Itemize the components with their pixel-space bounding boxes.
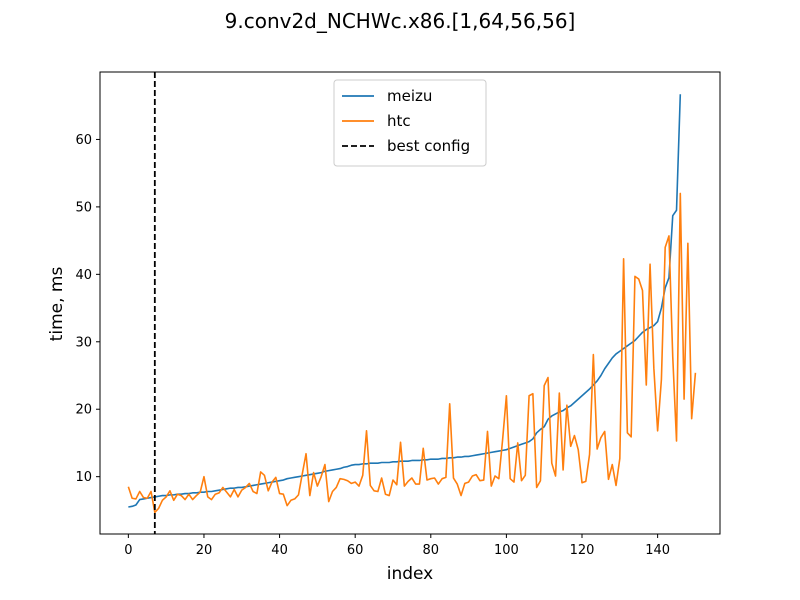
plot-area <box>99 71 721 535</box>
y-tick-label: 20 <box>75 403 92 418</box>
legend-label-best-config: best config <box>387 137 470 155</box>
y-axis: 10 20 30 40 50 60 <box>75 133 100 485</box>
y-tick-label: 40 <box>75 268 92 283</box>
legend-label-meizu: meizu <box>387 87 432 105</box>
y-tick-label: 30 <box>75 335 92 350</box>
x-tick-label: 80 <box>423 543 440 558</box>
legend-label-htc: htc <box>387 112 411 130</box>
x-tick-label: 140 <box>645 543 670 558</box>
legend-frame <box>333 79 487 167</box>
y-tick-label: 50 <box>75 200 92 215</box>
plot-frame <box>99 71 721 535</box>
x-tick-label: 60 <box>347 543 364 558</box>
x-axis: 0 20 40 60 80 100 120 140 <box>124 534 670 558</box>
y-axis-label: time, ms <box>47 267 67 342</box>
y-tick-label: 10 <box>75 470 92 485</box>
y-tick-label: 60 <box>75 133 92 148</box>
legend: meizu htc best config <box>333 79 487 167</box>
x-tick-label: 40 <box>271 543 288 558</box>
x-tick-label: 0 <box>124 543 132 558</box>
x-axis-label: index <box>387 564 434 584</box>
series-line-htc <box>127 192 697 514</box>
x-tick-label: 100 <box>494 543 519 558</box>
x-tick-label: 20 <box>196 543 213 558</box>
chart-title: 9.conv2d_NCHWc.x86.[1,64,56,56] <box>225 9 576 33</box>
x-tick-label: 120 <box>570 543 595 558</box>
